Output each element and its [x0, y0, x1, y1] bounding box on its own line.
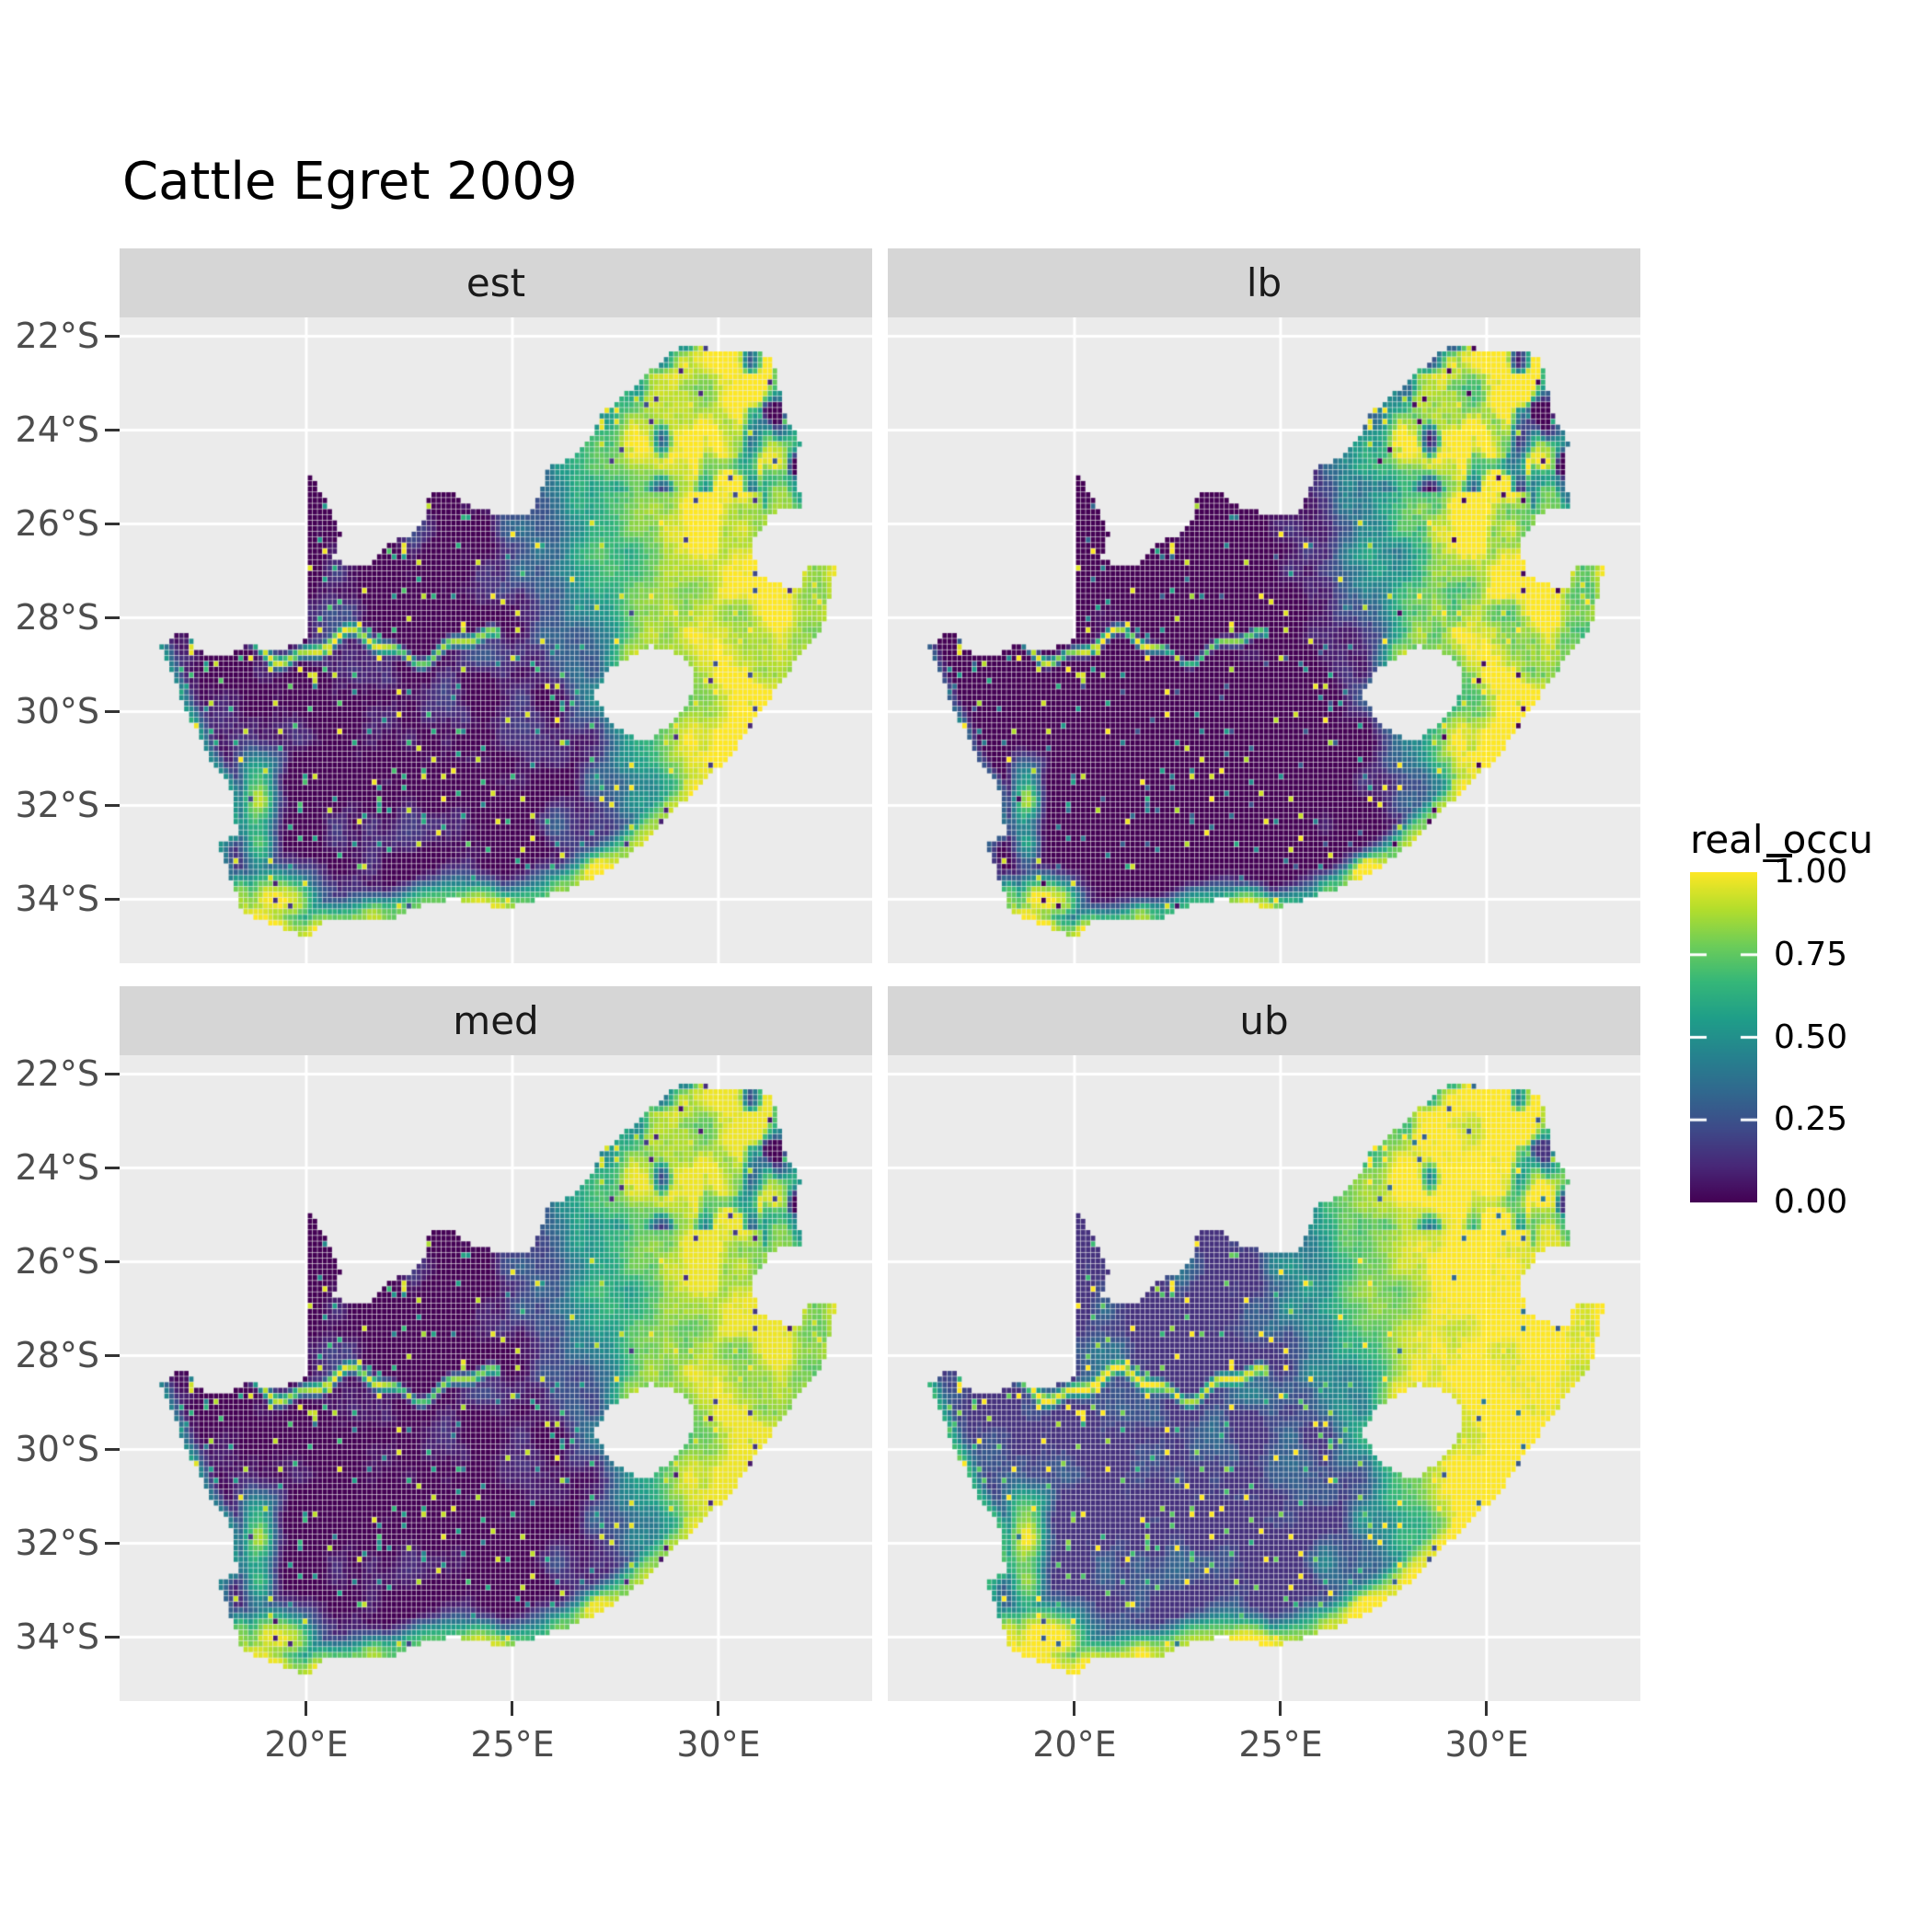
facet-strip-med: med	[120, 986, 872, 1055]
x-axis-tick-mark	[1073, 1701, 1075, 1716]
y-axis-tick-label: 32°S	[15, 1523, 99, 1563]
y-axis-tick-label: 32°S	[15, 785, 99, 825]
x-axis-tick-mark	[717, 1701, 719, 1716]
y-axis-tick-mark	[105, 1260, 120, 1263]
legend-tick-label: 0.75	[1774, 936, 1848, 973]
facet-strip-ub: ub	[888, 986, 1640, 1055]
y-axis-tick-mark	[105, 710, 120, 713]
y-axis-tick-label: 28°S	[15, 1335, 99, 1375]
x-axis-tick-label: 25°E	[1238, 1724, 1323, 1765]
facet-strip-lb: lb	[888, 248, 1640, 317]
x-axis-tick-label: 30°E	[676, 1724, 761, 1765]
y-axis-tick-mark	[105, 335, 120, 338]
facet-strip-est: est	[120, 248, 872, 317]
map-panel-est	[120, 317, 872, 963]
y-axis-tick-label: 26°S	[15, 503, 99, 544]
y-axis-tick-mark	[105, 1636, 120, 1639]
y-axis-tick-mark	[105, 1167, 120, 1169]
x-axis-tick-mark	[305, 1701, 307, 1716]
y-axis-tick-mark	[105, 1542, 120, 1545]
y-axis-tick-label: 22°S	[15, 1053, 99, 1094]
plot-title: Cattle Egret 2009	[122, 152, 578, 212]
y-axis-tick-label: 22°S	[15, 316, 99, 356]
x-axis-tick-label: 30°E	[1444, 1724, 1529, 1765]
x-axis-tick-label: 20°E	[264, 1724, 349, 1765]
y-axis-tick-mark	[105, 1354, 120, 1357]
y-axis-tick-label: 24°S	[15, 1147, 99, 1188]
map-panel-ub	[888, 1055, 1640, 1701]
x-axis-tick-label: 20°E	[1032, 1724, 1117, 1765]
x-axis-tick-mark	[1485, 1701, 1488, 1716]
x-axis-tick-mark	[511, 1701, 513, 1716]
y-axis-tick-mark	[105, 523, 120, 525]
y-axis-tick-label: 34°S	[15, 879, 99, 919]
y-axis-tick-label: 24°S	[15, 409, 99, 450]
y-axis-tick-label: 30°S	[15, 1429, 99, 1469]
legend-colorbar	[1690, 872, 1757, 1202]
y-axis-tick-mark	[105, 616, 120, 619]
y-axis-tick-label: 28°S	[15, 597, 99, 638]
y-axis-tick-mark	[105, 898, 120, 901]
legend-tick-label: 0.25	[1774, 1100, 1848, 1138]
legend-top-tick-mark	[1766, 854, 1792, 857]
y-axis-tick-mark	[105, 1448, 120, 1451]
y-axis-tick-label: 30°S	[15, 691, 99, 731]
y-axis-tick-mark	[105, 1073, 120, 1075]
y-axis-tick-label: 34°S	[15, 1616, 99, 1657]
legend-tick-label: 0.00	[1774, 1183, 1848, 1221]
legend-tick-label: 1.00	[1774, 853, 1848, 891]
y-axis-tick-label: 26°S	[15, 1241, 99, 1282]
x-axis-tick-mark	[1279, 1701, 1282, 1716]
legend-tick-label: 0.50	[1774, 1018, 1848, 1056]
y-axis-tick-mark	[105, 804, 120, 807]
x-axis-tick-label: 25°E	[470, 1724, 555, 1765]
y-axis-tick-mark	[105, 429, 120, 431]
map-panel-lb	[888, 317, 1640, 963]
map-panel-med	[120, 1055, 872, 1701]
